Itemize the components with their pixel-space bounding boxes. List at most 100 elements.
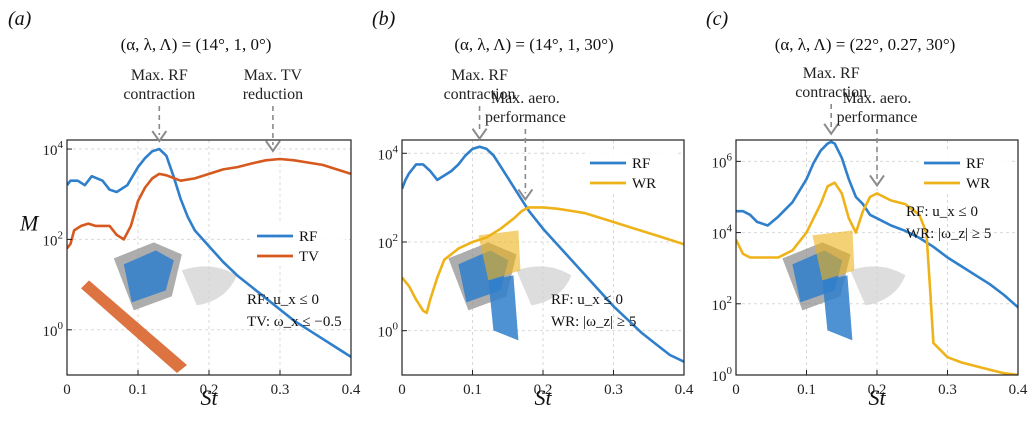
annotation-arrow-head bbox=[869, 174, 885, 188]
annotation-line2: contraction bbox=[795, 84, 867, 101]
isosurface-illustration bbox=[782, 230, 906, 341]
x-tick-label: 0.4 bbox=[675, 382, 694, 398]
blue-surface bbox=[123, 250, 174, 303]
legend: RF WR bbox=[586, 149, 678, 193]
annotation-arrow-head bbox=[517, 188, 534, 202]
panel-label: (c) bbox=[706, 8, 729, 30]
x-tick-label: 0.3 bbox=[271, 382, 290, 398]
x-tick-label: 0.2 bbox=[534, 382, 553, 398]
x-tick-label: 0.1 bbox=[797, 382, 816, 398]
conditions: RF: u_x ≤ 0 WR: |ω_z| ≥ 5 bbox=[551, 292, 636, 330]
condition-text: WR: |ω_z| ≥ 5 bbox=[551, 314, 636, 330]
annotation-line2: reduction bbox=[243, 86, 303, 103]
legend: RF WR bbox=[920, 149, 1012, 193]
panel-3: (c) (α, λ, Λ) = (22°, 0.27, 30°) 0 0.1 0.2 0.… bbox=[706, 8, 1028, 410]
annotation-arrow-head bbox=[823, 123, 839, 136]
annotation-arrow-head bbox=[151, 130, 168, 143]
legend-label: RF bbox=[966, 156, 984, 172]
y-tick-label: 100 bbox=[43, 320, 64, 340]
x-tick-label: 0 bbox=[63, 382, 71, 398]
x-tick-label: 0.2 bbox=[200, 382, 219, 398]
series-line-wr bbox=[402, 206, 684, 315]
condition-text: RF: u_x ≤ 0 bbox=[551, 292, 623, 308]
x-tick-label: 0.3 bbox=[604, 382, 623, 398]
condition-text: RF: u_x ≤ 0 bbox=[247, 292, 319, 308]
x-tick-label: 0.3 bbox=[938, 382, 957, 398]
annotation-line1: Max. RF bbox=[131, 67, 188, 84]
annotation-line1: Max. TV bbox=[244, 67, 303, 84]
isosurface-illustration bbox=[81, 242, 237, 373]
legend-label: RF bbox=[299, 229, 317, 245]
condition-text: RF: u_x ≤ 0 bbox=[906, 204, 978, 220]
annotation-arrow-head bbox=[471, 128, 488, 141]
annotation-line2: performance bbox=[485, 109, 566, 126]
panel-params: (α, λ, Λ) = (14°, 1, 0°) bbox=[121, 35, 272, 54]
panel-label: (a) bbox=[8, 8, 32, 30]
x-axis-label: St bbox=[534, 385, 552, 410]
x-axis-label: St bbox=[200, 385, 218, 410]
annotation-line2: contraction bbox=[444, 86, 516, 103]
series-line-wr bbox=[736, 181, 1018, 375]
series-lines bbox=[67, 147, 351, 358]
x-tick-label: 0.1 bbox=[463, 382, 482, 398]
condition-text: TV: ω_x ≤ −0.5 bbox=[247, 314, 342, 330]
orange-vortex bbox=[81, 280, 187, 373]
annotation-1: Max. RF contraction bbox=[444, 67, 516, 141]
y-tick-label: 104 bbox=[712, 223, 733, 243]
series-lines bbox=[736, 140, 1018, 375]
x-tick-label: 0 bbox=[398, 382, 406, 398]
x-tick-label: 0.4 bbox=[1009, 382, 1028, 398]
gray-wake bbox=[516, 266, 572, 306]
annotation-2: Max. aero. performance bbox=[485, 90, 566, 202]
y-tick-label: 106 bbox=[712, 151, 733, 171]
series-line-rf bbox=[736, 140, 1018, 309]
annotation-line1: Max. aero. bbox=[491, 90, 560, 107]
y-axis-label: M bbox=[19, 210, 40, 235]
y-tick-label: 104 bbox=[378, 143, 399, 163]
x-tick-label: 0.1 bbox=[129, 382, 148, 398]
condition-text: WR: |ω_z| ≥ 5 bbox=[906, 226, 991, 242]
legend-label: WR bbox=[632, 176, 656, 192]
annotation-line1: Max. RF bbox=[451, 67, 508, 84]
conditions: RF: u_x ≤ 0 WR: |ω_z| ≥ 5 bbox=[906, 204, 991, 242]
panel-1: (a) (α, λ, Λ) = (14°, 1, 0°) 0 0.1 0.2 0.3 0.4… bbox=[8, 8, 361, 410]
annotation-line1: Max. aero. bbox=[843, 90, 912, 107]
blue-wake bbox=[488, 275, 519, 341]
y-tick-label: 100 bbox=[712, 365, 733, 385]
x-tick-label: 0.4 bbox=[342, 382, 361, 398]
legend: RF TV bbox=[253, 222, 345, 266]
yellow-surface bbox=[478, 230, 521, 281]
x-axis-label: St bbox=[868, 385, 886, 410]
annotation-line2: performance bbox=[837, 109, 918, 126]
y-tick-label: 102 bbox=[712, 294, 733, 314]
panel-label: (b) bbox=[372, 8, 396, 30]
legend-label: RF bbox=[632, 156, 650, 172]
gray-wake bbox=[850, 266, 906, 306]
annotation-line2: contraction bbox=[123, 86, 195, 103]
annotation-arrow-head bbox=[265, 140, 281, 153]
annotation-1: Max. RF contraction bbox=[795, 65, 867, 136]
y-tick-label: 102 bbox=[43, 229, 64, 249]
annotation-line1: Max. RF bbox=[803, 65, 860, 82]
gray-wake bbox=[181, 266, 237, 306]
panel-params: (α, λ, Λ) = (14°, 1, 30°) bbox=[454, 35, 613, 54]
y-tick-label: 102 bbox=[378, 232, 399, 252]
y-tick-label: 104 bbox=[43, 139, 64, 159]
series-line-tv bbox=[67, 157, 351, 250]
legend-label: TV bbox=[299, 249, 319, 265]
isosurface-illustration bbox=[448, 230, 572, 341]
annotation-2: Max. aero. performance bbox=[837, 90, 918, 188]
x-tick-label: 0 bbox=[732, 382, 740, 398]
series-lines bbox=[402, 145, 684, 363]
y-tick-label: 100 bbox=[378, 321, 399, 341]
annotation-2: Max. TV reduction bbox=[243, 67, 303, 153]
panel-2: (b) (α, λ, Λ) = (14°, 1, 30°) 0 0.1 0.2 0.3 0.… bbox=[372, 8, 694, 410]
panel-params: (α, λ, Λ) = (22°, 0.27, 30°) bbox=[775, 35, 956, 54]
series-line-rf bbox=[67, 147, 351, 358]
series-line-rf bbox=[402, 145, 684, 363]
conditions: RF: u_x ≤ 0 TV: ω_x ≤ −0.5 bbox=[247, 292, 342, 330]
annotation-1: Max. RF contraction bbox=[123, 67, 195, 143]
x-tick-label: 0.2 bbox=[868, 382, 887, 398]
blue-wake bbox=[822, 275, 853, 341]
